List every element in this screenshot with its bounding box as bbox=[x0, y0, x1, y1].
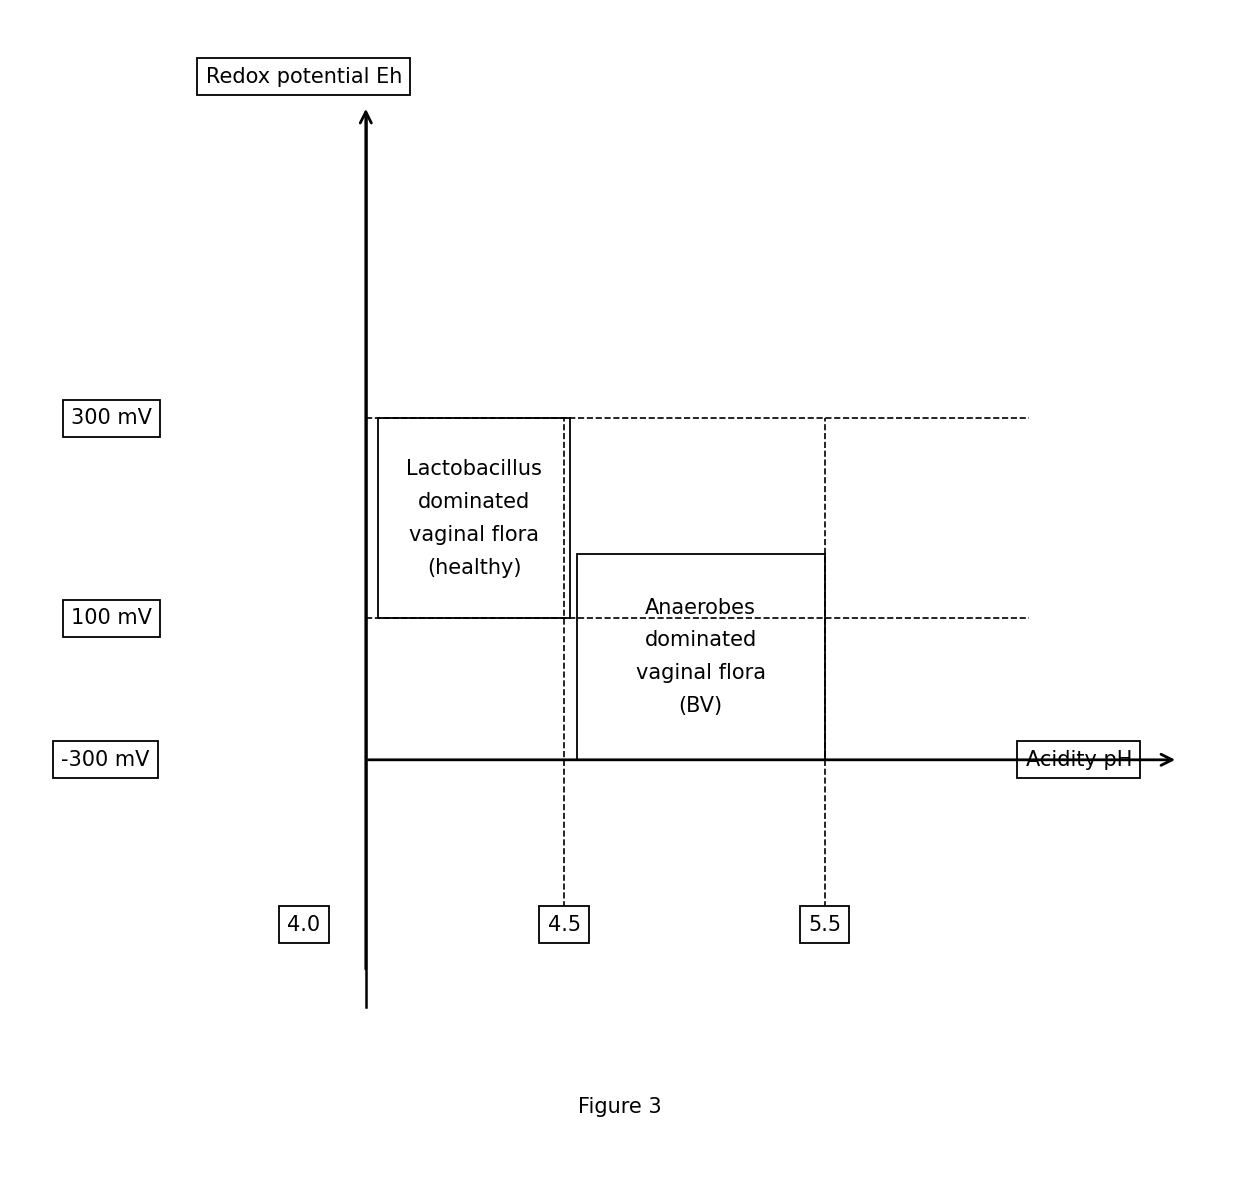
Text: 5.5: 5.5 bbox=[808, 915, 841, 934]
Text: -300 mV: -300 mV bbox=[61, 750, 150, 769]
Text: 4.0: 4.0 bbox=[288, 915, 320, 934]
Text: Acidity pH: Acidity pH bbox=[1025, 750, 1132, 769]
Text: Redox potential Eh: Redox potential Eh bbox=[206, 67, 402, 86]
Text: 100 mV: 100 mV bbox=[71, 609, 153, 628]
Text: 4.5: 4.5 bbox=[548, 915, 580, 934]
Text: Figure 3: Figure 3 bbox=[578, 1098, 662, 1117]
Text: Lactobacillus
dominated
vaginal flora
(healthy): Lactobacillus dominated vaginal flora (h… bbox=[407, 459, 542, 577]
Text: 300 mV: 300 mV bbox=[71, 409, 153, 428]
Text: Anaerobes
dominated
vaginal flora
(BV): Anaerobes dominated vaginal flora (BV) bbox=[636, 597, 765, 716]
